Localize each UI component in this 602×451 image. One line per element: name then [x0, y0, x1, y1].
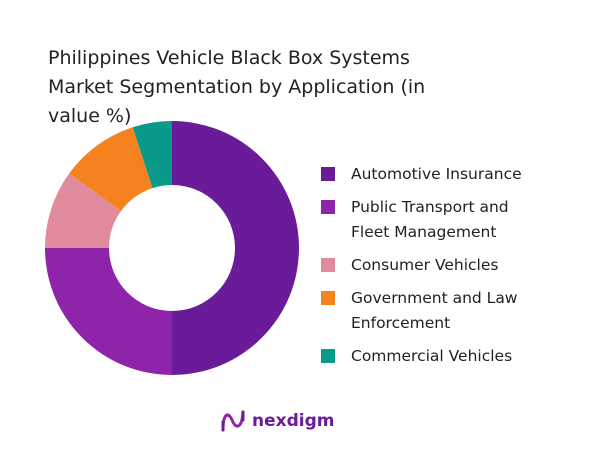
- legend: Automotive Insurance Public Transport and…: [321, 162, 561, 377]
- legend-swatch: [321, 291, 335, 305]
- legend-label: Consumer Vehicles: [351, 256, 499, 274]
- logo: nexdigm: [220, 408, 334, 434]
- pie-slice: [69, 127, 153, 211]
- legend-item: Public Transport and Fleet Management: [321, 195, 561, 245]
- legend-swatch: [321, 200, 335, 214]
- logo-icon: [221, 410, 245, 432]
- legend-item: Consumer Vehicles: [321, 253, 561, 278]
- legend-label: Commercial Vehicles: [351, 347, 513, 365]
- chart-title: Philippines Vehicle Black Box Systems Ma…: [48, 47, 426, 127]
- legend-swatch: [321, 258, 335, 272]
- legend-item: Automotive Insurance: [321, 162, 561, 187]
- pie-slice: [45, 248, 172, 375]
- legend-item: Commercial Vehicles: [321, 344, 561, 369]
- pie-slice: [132, 121, 172, 189]
- pie-slice: [45, 173, 122, 248]
- pie-slice: [172, 121, 299, 375]
- legend-swatch: [321, 167, 335, 181]
- legend-item: Government and Law Enforcement: [321, 286, 561, 336]
- legend-swatch: [321, 349, 335, 363]
- legend-label: Automotive Insurance: [351, 165, 522, 183]
- logo-text: nexdigm: [252, 411, 335, 431]
- legend-label: Public Transport and Fleet Management: [351, 198, 509, 241]
- legend-label: Government and Law Enforcement: [351, 289, 518, 332]
